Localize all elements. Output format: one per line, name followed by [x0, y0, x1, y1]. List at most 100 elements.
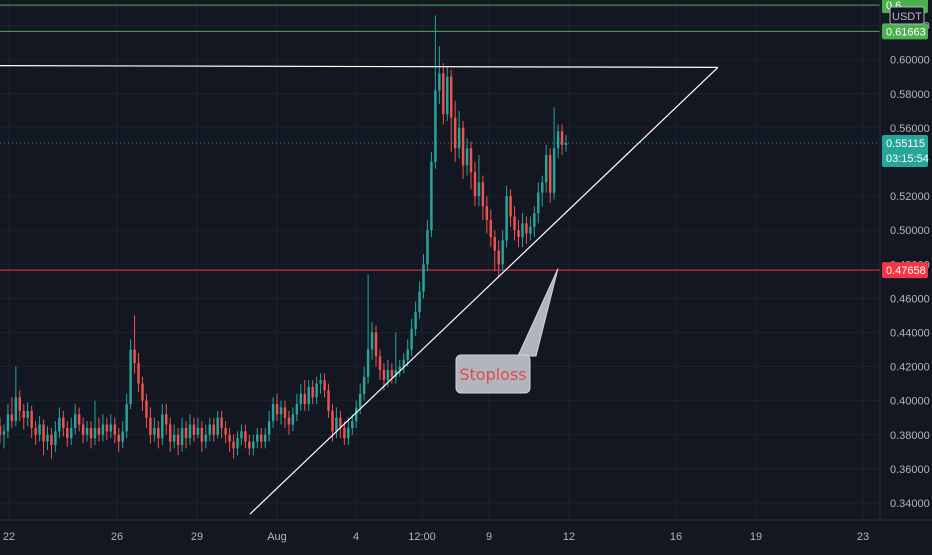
- time-tick-label: 12:00: [408, 531, 436, 543]
- candle: [101, 414, 105, 442]
- candle: [105, 417, 109, 440]
- candle-body: [54, 431, 57, 445]
- candle-body: [358, 393, 362, 408]
- price-tick-label: 0.42000: [890, 362, 930, 374]
- candle: [232, 434, 235, 459]
- candle-body: [77, 414, 81, 425]
- candle-body: [560, 131, 564, 145]
- level-price-tag-text: 0.47658: [886, 265, 926, 277]
- candle: [236, 431, 239, 456]
- candle: [422, 254, 425, 299]
- candle: [196, 417, 200, 439]
- candle: [461, 121, 465, 180]
- level-price-tag-text: 0.61663: [886, 26, 926, 38]
- candle: [70, 417, 73, 445]
- candle-body: [220, 417, 223, 428]
- candle-body: [18, 397, 22, 411]
- candle-body: [50, 434, 53, 445]
- price-tick-label: 0.34000: [890, 498, 930, 510]
- candle-body: [343, 427, 346, 439]
- candle-body: [165, 414, 168, 425]
- candle-body: [533, 213, 536, 227]
- currency-label: USDT: [892, 11, 922, 23]
- stoploss-callout[interactable]: Stoploss: [455, 268, 559, 394]
- candle: [220, 410, 223, 439]
- candle: [343, 421, 346, 445]
- candle-body: [426, 230, 429, 265]
- candle: [22, 404, 25, 430]
- candle: [176, 427, 180, 456]
- candle-body: [386, 369, 390, 381]
- candle: [366, 274, 370, 384]
- candle-body: [176, 434, 180, 445]
- time-tick-label: 9: [486, 531, 492, 543]
- candle-body: [208, 424, 212, 435]
- candle: [446, 66, 449, 122]
- time-tick-label: Aug: [267, 531, 287, 543]
- candle-body: [121, 431, 124, 442]
- candle: [560, 124, 564, 156]
- candle-body: [260, 434, 263, 442]
- candle: [38, 416, 41, 442]
- candle: [10, 397, 14, 428]
- candle-body: [453, 117, 457, 149]
- candle-body: [402, 359, 405, 367]
- candle: [505, 185, 508, 248]
- candle: [430, 151, 433, 237]
- candle-body: [418, 291, 421, 312]
- candle-body: [129, 349, 132, 405]
- trendline-support[interactable]: [249, 66, 719, 515]
- candle-body: [449, 76, 453, 118]
- trendlines[interactable]: [0, 65, 719, 515]
- candle-body: [248, 441, 251, 449]
- candle-body: [319, 380, 322, 384]
- candle: [125, 393, 128, 439]
- candle: [477, 155, 481, 207]
- candle: [133, 315, 136, 374]
- candle-body: [263, 434, 267, 442]
- candle: [113, 417, 117, 444]
- horizontal-levels[interactable]: [0, 4, 880, 271]
- candle-body: [149, 417, 152, 435]
- candle: [473, 161, 477, 207]
- candle-body: [287, 417, 291, 425]
- candle: [434, 15, 437, 169]
- candle-body: [204, 434, 208, 442]
- trendline-resistance[interactable]: [0, 65, 719, 68]
- candle-body: [390, 369, 394, 377]
- candle: [529, 216, 532, 241]
- candle: [18, 390, 22, 422]
- candle-body: [172, 434, 176, 442]
- time-axis[interactable]: 22 26 29 Aug 4 12:00 9 12 16 19 23: [3, 531, 869, 543]
- candle-body: [101, 424, 105, 435]
- candle-body: [548, 155, 552, 193]
- candle-body: [537, 192, 540, 214]
- candle-body: [275, 404, 279, 415]
- candle-body: [145, 400, 148, 418]
- candle-body: [85, 427, 89, 435]
- candle-body: [168, 424, 172, 442]
- candle-body: [438, 73, 441, 91]
- candle-body: [216, 417, 219, 435]
- candle: [109, 414, 113, 439]
- current-price-tag: [882, 134, 928, 167]
- candle: [548, 148, 552, 203]
- candle: [493, 230, 496, 272]
- candle: [180, 417, 184, 452]
- candle: [260, 427, 263, 449]
- candle: [30, 405, 33, 439]
- candle: [315, 376, 318, 405]
- candle: [552, 107, 556, 200]
- candle: [279, 400, 283, 425]
- candle-body: [70, 427, 73, 439]
- candle: [564, 134, 568, 152]
- candle: [256, 427, 259, 449]
- currency-badge[interactable]: USDT: [889, 6, 925, 25]
- candle: [145, 393, 148, 428]
- candle-body: [109, 424, 113, 432]
- price-tick-label: 0.52000: [890, 191, 930, 203]
- candle-body: [180, 427, 184, 445]
- candle: [157, 421, 160, 449]
